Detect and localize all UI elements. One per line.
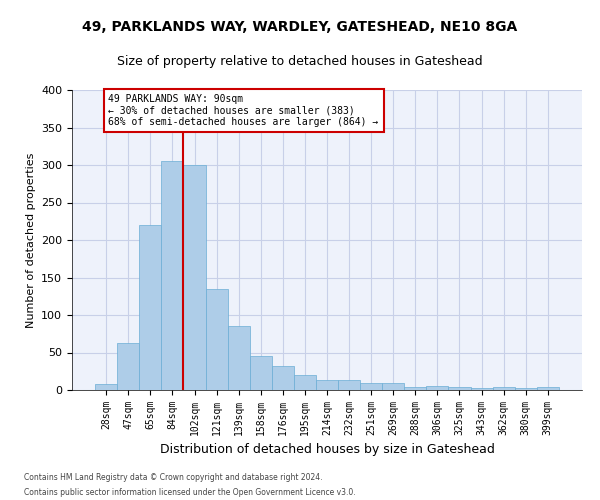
Bar xyxy=(360,382,382,390)
Bar xyxy=(184,165,206,390)
Text: 49 PARKLANDS WAY: 90sqm
← 30% of detached houses are smaller (383)
68% of semi-d: 49 PARKLANDS WAY: 90sqm ← 30% of detache… xyxy=(109,94,379,127)
X-axis label: Distribution of detached houses by size in Gateshead: Distribution of detached houses by size … xyxy=(160,444,494,456)
Bar xyxy=(448,387,470,390)
Bar xyxy=(272,366,294,390)
Bar xyxy=(206,289,227,390)
Bar xyxy=(382,382,404,390)
Bar xyxy=(470,388,493,390)
Text: 49, PARKLANDS WAY, WARDLEY, GATESHEAD, NE10 8GA: 49, PARKLANDS WAY, WARDLEY, GATESHEAD, N… xyxy=(82,20,518,34)
Bar xyxy=(95,384,117,390)
Text: Contains public sector information licensed under the Open Government Licence v3: Contains public sector information licen… xyxy=(24,488,356,497)
Bar xyxy=(139,225,161,390)
Bar xyxy=(161,160,184,390)
Bar xyxy=(250,356,272,390)
Bar xyxy=(316,380,338,390)
Y-axis label: Number of detached properties: Number of detached properties xyxy=(26,152,35,328)
Bar xyxy=(515,388,537,390)
Bar xyxy=(537,387,559,390)
Text: Contains HM Land Registry data © Crown copyright and database right 2024.: Contains HM Land Registry data © Crown c… xyxy=(24,473,323,482)
Bar xyxy=(427,386,448,390)
Bar xyxy=(493,387,515,390)
Bar xyxy=(117,343,139,390)
Bar xyxy=(294,375,316,390)
Bar xyxy=(227,326,250,390)
Bar xyxy=(338,380,360,390)
Text: Size of property relative to detached houses in Gateshead: Size of property relative to detached ho… xyxy=(117,55,483,68)
Bar xyxy=(404,387,427,390)
